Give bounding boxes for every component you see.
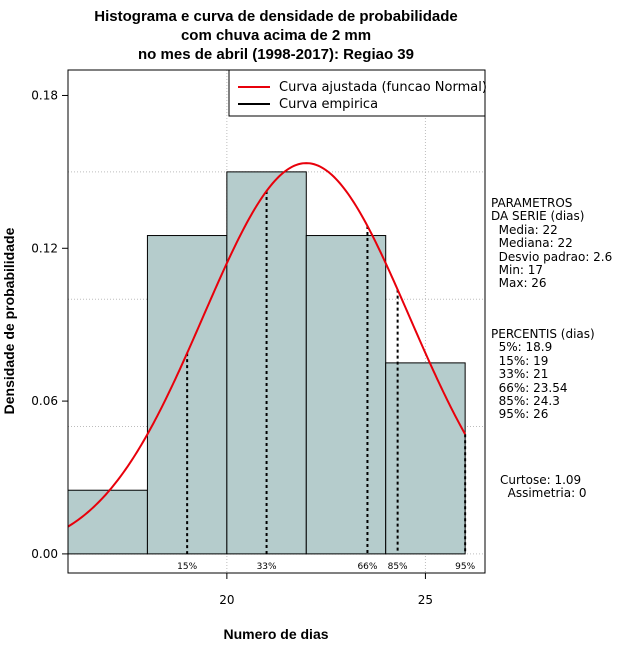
shape-stats: Curtose: 1.09 Assimetria: 0 xyxy=(500,473,587,501)
y-tick-label-0: 0.00 xyxy=(31,547,58,561)
histogram-bar-0 xyxy=(67,489,148,555)
percentile-5: 5%: 18.9 xyxy=(491,340,553,355)
series-parameters: PARAMETROS DA SERIE (dias) Media: 22 Med… xyxy=(491,196,613,291)
x-tick-label-0: 20 xyxy=(219,593,234,607)
axes: 0.00 0.06 0.12 0.18 20 25 xyxy=(31,88,433,607)
percentile-label-0: 15% xyxy=(177,562,197,572)
parameter-sd: Desvio padrao: 2.6 xyxy=(491,249,613,264)
parameters-title: PARAMETROS xyxy=(491,196,573,210)
parameter-max: Max: 26 xyxy=(491,276,547,291)
histogram-bar-1 xyxy=(146,235,228,555)
fitted-normal-curve xyxy=(67,162,467,528)
parameter-median: Mediana: 22 xyxy=(491,236,573,251)
legend: Curva ajustada (funcao Normal) Curva emp… xyxy=(228,69,487,117)
percentile-15: 15%: 19 xyxy=(491,353,549,368)
parameter-min: Min: 17 xyxy=(491,263,544,278)
legend-box xyxy=(228,69,486,117)
chart-title-line-1: Histograma e curva de densidade de proba… xyxy=(94,8,457,25)
percentile-85: 85%: 24.3 xyxy=(491,394,560,409)
x-tick-label-1: 25 xyxy=(418,593,433,607)
percentile-label-3: 85% xyxy=(388,562,408,572)
percentile-label-2: 66% xyxy=(357,562,377,572)
y-tick-label-3: 0.18 xyxy=(31,88,58,102)
legend-label-fitted: Curva ajustada (funcao Normal) xyxy=(279,80,487,95)
percentile-label-4: 95% xyxy=(455,562,475,572)
y-tick-label-2: 0.12 xyxy=(31,241,58,255)
kurtosis: Curtose: 1.09 xyxy=(500,473,582,487)
percentile-label-1: 33% xyxy=(257,562,277,572)
legend-label-empirical: Curva empirica xyxy=(279,97,378,112)
y-axis-label: Densidade de probabilidade xyxy=(1,227,17,414)
percentile-33: 33%: 21 xyxy=(491,367,549,382)
histogram-bar-4 xyxy=(385,362,466,555)
histogram-bar-3 xyxy=(305,235,387,555)
parameters-subtitle: DA SERIE (dias) xyxy=(491,209,585,224)
percentile-markers: 15% 33% 66% 85% 95% xyxy=(177,190,476,572)
percentile-66: 66%: 23.54 xyxy=(491,380,568,395)
chart-title-line-2: com chuva acima de 2 mm xyxy=(181,27,371,44)
parameter-mean: Media: 22 xyxy=(491,222,558,237)
skewness: Assimetria: 0 xyxy=(500,486,587,501)
histogram-bars xyxy=(67,171,466,555)
x-axis-label: Numero de dias xyxy=(223,626,328,642)
y-tick-label-1: 0.06 xyxy=(31,394,58,408)
chart-title-line-3: no mes de abril (1998-2017): Regiao 39 xyxy=(138,46,414,63)
percentiles-list: PERCENTIS (dias) 5%: 18.9 15%: 19 33%: 2… xyxy=(491,327,595,422)
percentile-95: 95%: 26 xyxy=(491,407,549,422)
percentiles-title: PERCENTIS (dias) xyxy=(491,327,595,341)
fitted-curve-group xyxy=(67,162,467,528)
